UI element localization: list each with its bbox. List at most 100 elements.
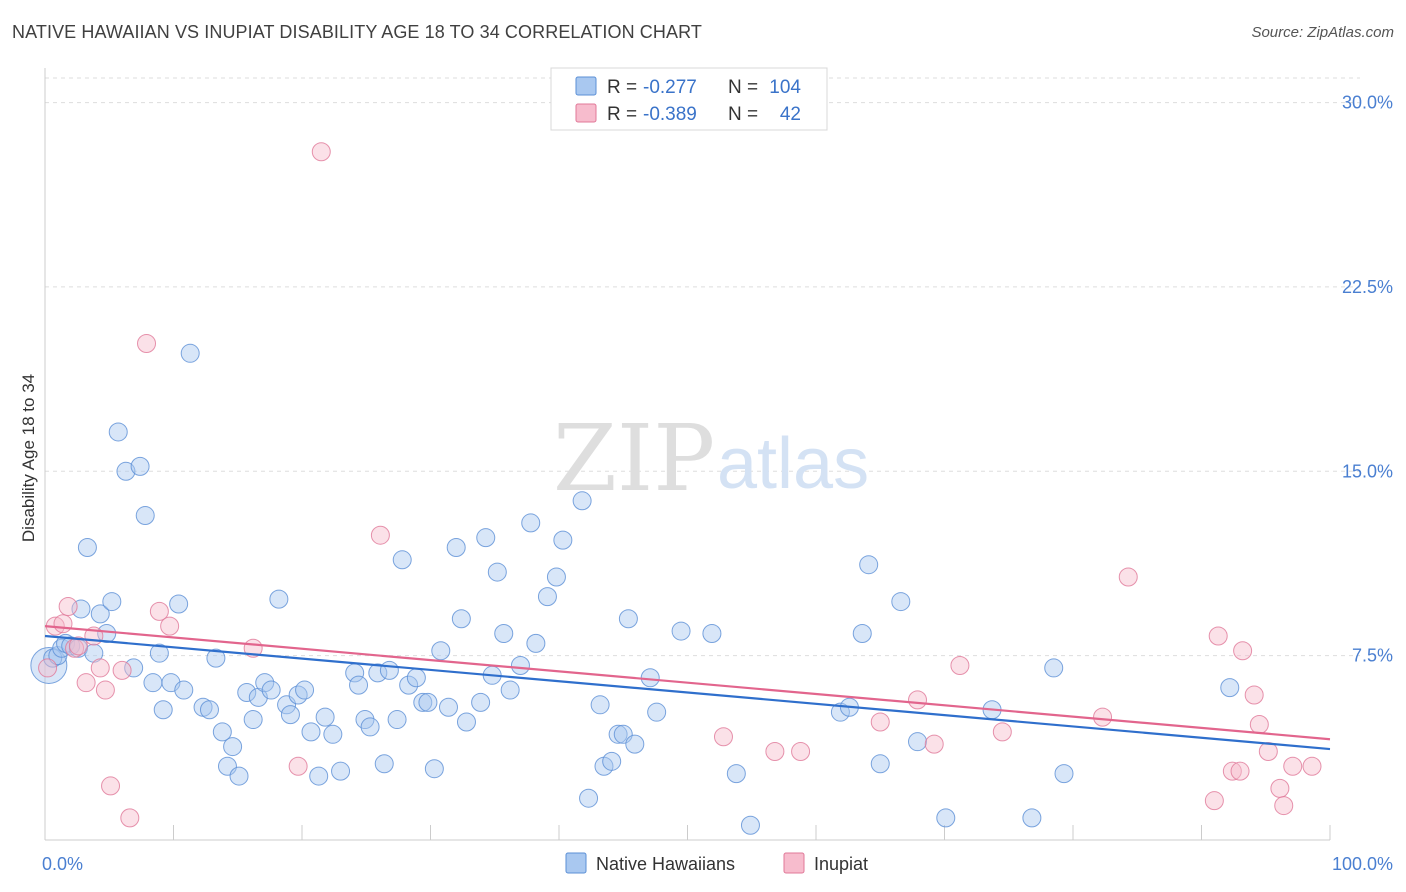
legend-swatch-inupiat xyxy=(575,103,597,123)
point-inupiat xyxy=(765,742,785,762)
point-native-hawaiians xyxy=(936,808,956,828)
point-native-hawaiians xyxy=(726,764,746,784)
legend-n-value-1: 104 xyxy=(769,77,801,98)
point-native-hawaiians xyxy=(1054,764,1074,784)
point-native-hawaiians xyxy=(90,604,110,624)
point-native-hawaiians xyxy=(590,695,610,715)
point-native-hawaiians xyxy=(116,461,136,481)
point-inupiat xyxy=(713,727,733,747)
tick-labels: 7.5% 15.0% 22.5% 30.0% 0.0% 100.0% xyxy=(42,93,1393,874)
point-native-hawaiians xyxy=(174,680,194,700)
point-native-hawaiians xyxy=(349,675,369,695)
point-native-hawaiians xyxy=(526,633,546,653)
point-native-hawaiians xyxy=(229,766,249,786)
point-inupiat xyxy=(1244,685,1264,705)
bottom-legend: Native Hawaiians Inupiat xyxy=(565,852,868,874)
point-native-hawaiians xyxy=(1220,678,1240,698)
point-native-hawaiians xyxy=(153,700,173,720)
point-native-hawaiians xyxy=(451,609,471,629)
legend-r-value-1: -0.277 xyxy=(643,77,697,98)
y-tick-label: 30.0% xyxy=(1342,93,1393,113)
point-native-hawaiians xyxy=(206,648,226,668)
point-inupiat xyxy=(1258,742,1278,762)
point-native-hawaiians xyxy=(392,550,412,570)
point-native-hawaiians xyxy=(647,702,667,722)
point-inupiat xyxy=(112,660,132,680)
point-inupiat xyxy=(1283,756,1303,776)
point-native-hawaiians xyxy=(500,680,520,700)
point-inupiat xyxy=(1230,761,1250,781)
bottom-legend-swatch-inupiat xyxy=(783,852,805,874)
point-inupiat xyxy=(160,616,180,636)
point-native-hawaiians xyxy=(406,668,426,688)
legend-n-label-1: N = xyxy=(728,77,758,98)
point-native-hawaiians xyxy=(852,624,872,644)
point-native-hawaiians xyxy=(608,724,628,744)
point-native-hawaiians xyxy=(212,722,232,742)
point-native-hawaiians xyxy=(431,641,451,661)
point-inupiat xyxy=(950,655,970,675)
point-native-hawaiians xyxy=(446,537,466,557)
source-label: Source: ZipAtlas.com xyxy=(1251,24,1394,41)
legend-swatch-native-hawaiians xyxy=(575,76,597,96)
point-native-hawaiians xyxy=(438,697,458,717)
point-native-hawaiians xyxy=(288,685,308,705)
point-native-hawaiians xyxy=(510,655,530,675)
chart-title: NATIVE HAWAIIAN VS INUPIAT DISABILITY AG… xyxy=(12,22,702,42)
point-native-hawaiians xyxy=(180,343,200,363)
point-inupiat xyxy=(924,734,944,754)
point-inupiat xyxy=(791,742,811,762)
point-native-hawaiians xyxy=(323,724,343,744)
point-native-hawaiians xyxy=(537,587,557,607)
legend-r-label-1: R = xyxy=(607,77,637,98)
point-inupiat xyxy=(149,601,169,621)
axes xyxy=(44,68,1331,841)
point-native-hawaiians xyxy=(830,702,850,722)
y-tick-label: 15.0% xyxy=(1342,461,1393,481)
point-native-hawaiians xyxy=(243,710,263,730)
legend: R = -0.277 N = 104 R = -0.389 N = 42 xyxy=(550,67,828,131)
point-native-hawaiians xyxy=(223,737,243,757)
point-inupiat xyxy=(1302,756,1322,776)
point-inupiat xyxy=(870,712,890,732)
bottom-legend-label-inupiat: Inupiat xyxy=(814,854,868,874)
watermark: ZIP atlas xyxy=(553,405,869,512)
point-native-hawaiians xyxy=(740,815,760,835)
point-native-hawaiians xyxy=(908,732,928,752)
point-native-hawaiians xyxy=(315,707,335,727)
bottom-legend-swatch-native-hawaiians xyxy=(565,852,587,874)
point-native-hawaiians xyxy=(124,658,144,678)
point-native-hawaiians xyxy=(625,734,645,754)
point-native-hawaiians xyxy=(418,692,438,712)
point-native-hawaiians xyxy=(494,624,514,644)
point-native-hawaiians xyxy=(169,594,189,614)
point-native-hawaiians xyxy=(77,537,97,557)
point-inupiat xyxy=(311,142,331,162)
point-native-hawaiians xyxy=(579,788,599,808)
bottom-legend-label-native-hawaiians: Native Hawaiians xyxy=(596,854,735,874)
point-native-hawaiians xyxy=(413,692,433,712)
point-native-hawaiians xyxy=(149,643,169,663)
point-inupiat xyxy=(1249,714,1269,734)
watermark-atlas: atlas xyxy=(717,424,869,504)
y-tick-label: 7.5% xyxy=(1352,646,1393,666)
x-tick-label-max: 100.0% xyxy=(1332,854,1393,874)
point-inupiat xyxy=(53,614,73,634)
point-native-hawaiians xyxy=(368,663,388,683)
point-native-hawaiians xyxy=(521,513,541,533)
point-inupiat xyxy=(1270,778,1290,798)
point-inupiat xyxy=(90,658,110,678)
point-inupiat xyxy=(1233,641,1253,661)
point-native-hawaiians xyxy=(280,705,300,725)
legend-n-label-2: N = xyxy=(728,104,758,125)
point-native-hawaiians xyxy=(374,754,394,774)
point-inupiat xyxy=(370,525,390,545)
legend-box xyxy=(550,67,828,131)
point-native-hawaiians xyxy=(130,456,150,476)
point-inupiat xyxy=(1208,626,1228,646)
trend-line-native-hawaiians xyxy=(44,634,1331,751)
legend-r-value-2: -0.389 xyxy=(643,104,697,125)
point-native-hawaiians xyxy=(471,692,491,712)
x-tick-label-min: 0.0% xyxy=(42,854,83,874)
